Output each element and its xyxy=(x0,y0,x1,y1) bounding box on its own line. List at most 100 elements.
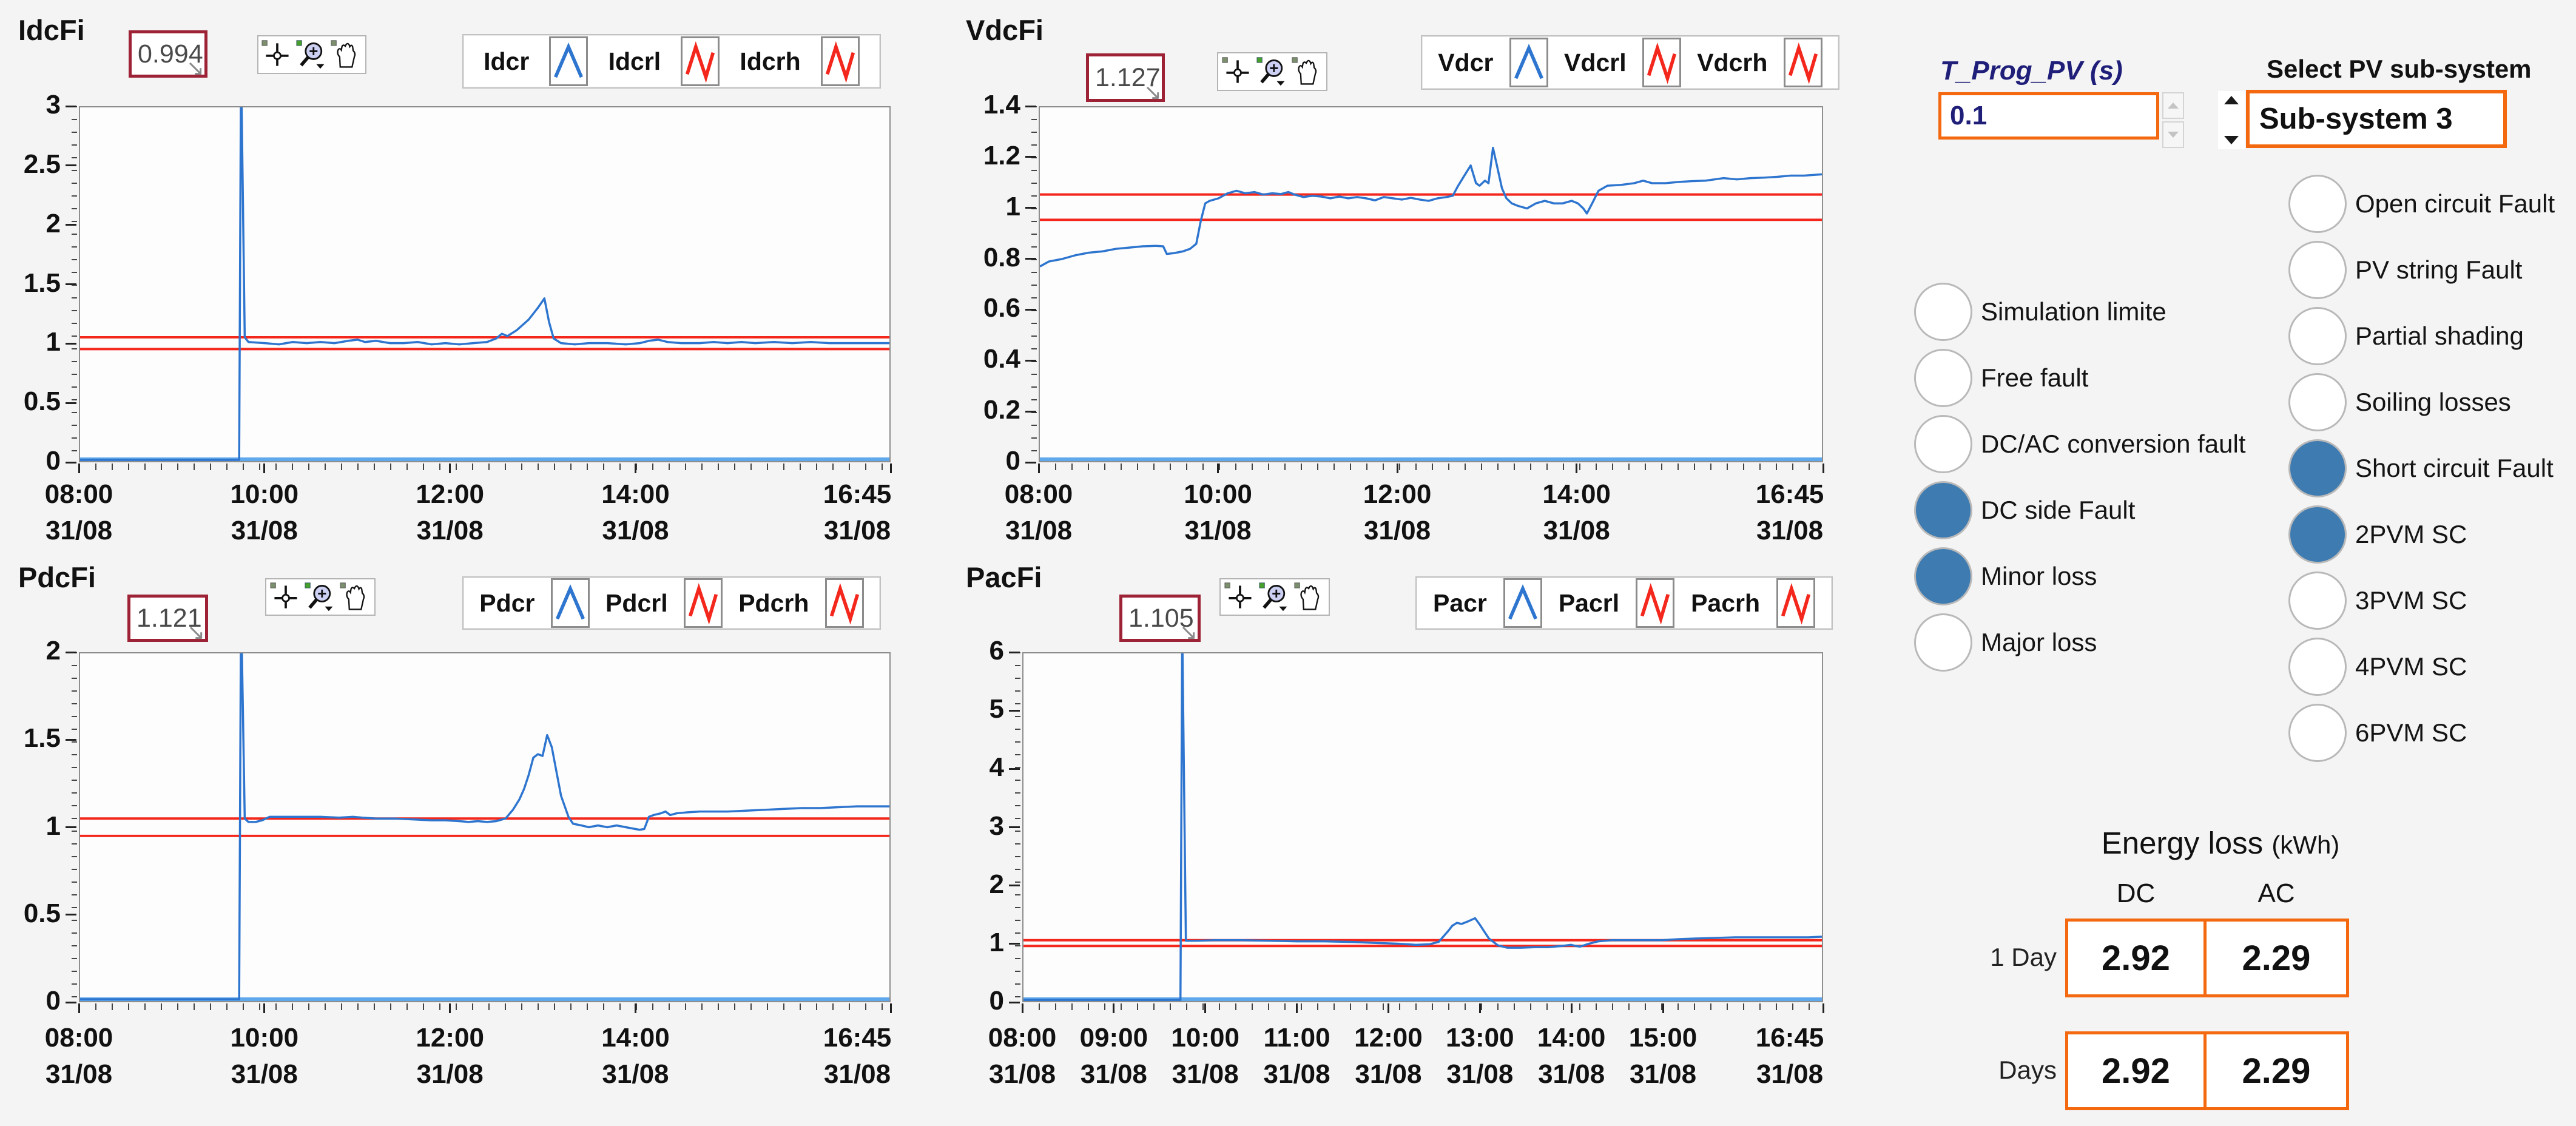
energy-value-days-dc: 2.92 xyxy=(2065,1031,2207,1110)
x-axis-tick xyxy=(634,1003,636,1013)
chart-indicator[interactable]: 0.994 ↘ xyxy=(129,30,207,80)
radio-button-icon[interactable] xyxy=(2288,241,2347,299)
up-arrow-icon xyxy=(2168,103,2179,109)
radio-option[interactable]: Open circuit Fault xyxy=(2288,174,2555,234)
t-prog-pv-input[interactable]: 0.1 xyxy=(1938,92,2159,140)
radio-option[interactable]: 2PVM SC xyxy=(2288,504,2555,565)
legend-plot-swatch-icon[interactable] xyxy=(1509,38,1548,87)
radio-button-icon[interactable] xyxy=(2288,505,2347,564)
crosshair-icon[interactable] xyxy=(269,581,302,613)
legend-plot-swatch-icon[interactable] xyxy=(550,578,590,628)
radio-option[interactable]: 4PVM SC xyxy=(2288,636,2555,697)
x-axis-tick xyxy=(1822,464,1824,473)
radio-button-icon[interactable] xyxy=(1914,481,1972,539)
chart-title: PdcFi xyxy=(18,561,96,593)
chart-indicator[interactable]: 1.105 ↘ xyxy=(1119,595,1201,644)
up-arrow-icon[interactable] xyxy=(2224,96,2239,104)
graph-tool-palette[interactable] xyxy=(265,578,376,616)
y-axis-tick xyxy=(1025,207,1036,209)
radio-option[interactable]: Soiling losses xyxy=(2288,372,2555,433)
graph-tool-palette[interactable] xyxy=(1219,578,1330,616)
down-arrow-icon[interactable] xyxy=(2224,136,2239,144)
pan-hand-icon[interactable] xyxy=(1293,581,1326,613)
t-prog-pv-value: 0.1 xyxy=(1950,101,1988,130)
radio-option[interactable]: Simulation limite xyxy=(1914,282,2246,342)
radio-option[interactable]: Minor loss xyxy=(1914,546,2246,607)
legend-plot-swatch-icon[interactable] xyxy=(549,36,588,86)
legend-plot-swatch-icon[interactable] xyxy=(1642,38,1681,87)
plot-area[interactable] xyxy=(79,600,891,1002)
plot-area[interactable] xyxy=(1039,106,1823,462)
legend-label: Idcrh xyxy=(740,47,801,75)
crosshair-icon[interactable] xyxy=(261,39,293,70)
radio-button-icon[interactable] xyxy=(1914,547,1972,605)
radio-button-icon[interactable] xyxy=(2288,439,2347,497)
radio-option[interactable]: DC side Fault xyxy=(1914,480,2246,541)
plot-area[interactable] xyxy=(1022,629,1823,1002)
t-prog-increment-button[interactable] xyxy=(2162,92,2184,119)
legend-plot-swatch-icon[interactable] xyxy=(1783,38,1822,87)
y-axis-label: 2 xyxy=(989,869,1004,899)
radio-button-icon[interactable] xyxy=(2288,571,2347,630)
subsystem-select[interactable]: Sub-system 3 xyxy=(2246,90,2507,148)
energy-value-days-ac: 2.29 xyxy=(2203,1031,2349,1110)
legend-plot-swatch-icon[interactable] xyxy=(681,36,720,86)
pan-hand-icon[interactable] xyxy=(1291,56,1323,87)
y-axis-tick xyxy=(1009,885,1020,887)
plot-legend[interactable]: Vdcr Vdcrl Vdcrh xyxy=(1421,35,1839,90)
radio-label: 6PVM SC xyxy=(2355,718,2467,747)
legend-plot-swatch-icon[interactable] xyxy=(824,578,864,628)
x-axis-date-label: 31/08 xyxy=(602,1059,669,1089)
chart-indicator[interactable]: 1.121 ↘ xyxy=(127,595,208,644)
zoom-icon[interactable] xyxy=(1256,56,1288,87)
down-arrow-icon xyxy=(2168,132,2179,138)
t-prog-decrement-button[interactable] xyxy=(2162,121,2184,148)
crosshair-icon[interactable] xyxy=(1224,581,1256,613)
pan-hand-icon[interactable] xyxy=(339,581,371,613)
plot-legend[interactable]: Pdcr Pdcrl Pdcrh xyxy=(462,576,881,630)
plot-legend[interactable]: Idcr Idcrl Idcrh xyxy=(462,34,881,89)
radio-option[interactable]: 3PVM SC xyxy=(2288,570,2555,631)
y-axis-tick xyxy=(1025,359,1036,362)
legend-plot-swatch-icon[interactable] xyxy=(820,36,860,86)
radio-button-icon[interactable] xyxy=(1914,283,1972,341)
chart-indicator[interactable]: 1.127 ↘ xyxy=(1086,53,1165,104)
radio-option[interactable]: PV string Fault xyxy=(2288,240,2555,300)
plot-legend[interactable]: Pacr Pacrl Pacrh xyxy=(1415,576,1833,630)
radio-option[interactable]: Free fault xyxy=(1914,348,2246,408)
legend-plot-swatch-icon[interactable] xyxy=(683,578,723,628)
x-axis-tick xyxy=(1479,1003,1481,1013)
graph-tool-palette[interactable] xyxy=(1217,52,1327,91)
subsystem-stepper[interactable] xyxy=(2218,91,2245,149)
legend-plot-swatch-icon[interactable] xyxy=(1636,578,1675,628)
zoom-icon[interactable] xyxy=(1259,581,1290,613)
graph-tool-palette[interactable] xyxy=(257,35,366,74)
radio-label: 4PVM SC xyxy=(2355,652,2467,681)
y-axis-label: 1 xyxy=(46,327,61,357)
radio-option[interactable]: Short circuit Fault xyxy=(2288,438,2555,499)
radio-option[interactable]: Partial shading xyxy=(2288,306,2555,366)
zoom-icon[interactable] xyxy=(296,39,328,70)
radio-option[interactable]: DC/AC conversion fault xyxy=(1914,414,2246,474)
zoom-icon[interactable] xyxy=(305,581,336,613)
radio-button-icon[interactable] xyxy=(1914,349,1972,407)
radio-button-icon[interactable] xyxy=(1914,613,1972,672)
radio-button-icon[interactable] xyxy=(2288,704,2347,762)
radio-button-icon[interactable] xyxy=(2288,175,2347,233)
legend-plot-swatch-icon[interactable] xyxy=(1503,578,1542,628)
x-axis-time-label: 12:00 xyxy=(1363,479,1432,509)
radio-button-icon[interactable] xyxy=(2288,638,2347,696)
pan-hand-icon[interactable] xyxy=(331,39,362,70)
plot-area[interactable] xyxy=(79,59,891,462)
legend-plot-swatch-icon[interactable] xyxy=(1776,578,1815,628)
y-axis-tick xyxy=(1009,767,1020,770)
select-subsystem-label: Select PV sub-system xyxy=(2267,55,2532,83)
legend-label: Vdcr xyxy=(1438,48,1494,76)
radio-option[interactable]: 6PVM SC xyxy=(2288,703,2555,763)
crosshair-icon[interactable] xyxy=(1221,56,1253,87)
legend-label: Idcr xyxy=(484,47,530,75)
radio-option[interactable]: Major loss xyxy=(1914,612,2246,673)
radio-button-icon[interactable] xyxy=(2288,373,2347,431)
radio-button-icon[interactable] xyxy=(1914,415,1972,473)
radio-button-icon[interactable] xyxy=(2288,307,2347,365)
